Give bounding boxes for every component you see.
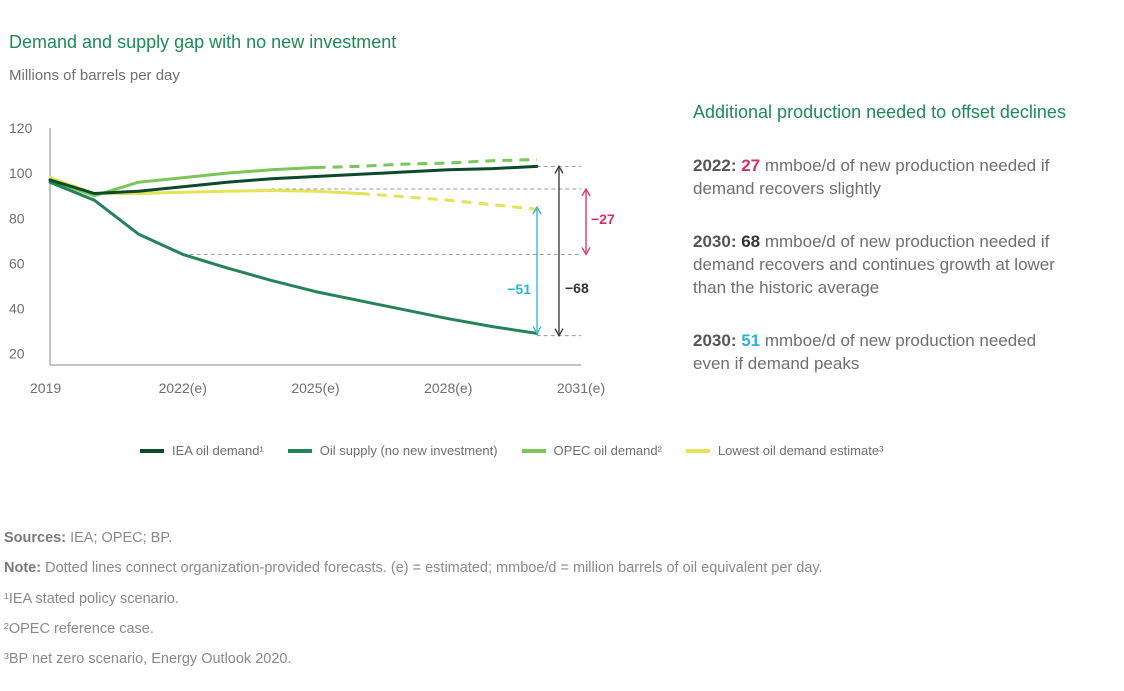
gap-arrowhead-up (581, 187, 591, 197)
gap-label: −27 (591, 211, 615, 227)
side-item-text: even if demand peaks (693, 354, 860, 373)
gap-label: −68 (565, 280, 589, 296)
x-tick-label: 2031(e) (557, 380, 605, 396)
gap-arrowhead-up (532, 205, 542, 215)
series-dashed-3 (359, 192, 537, 211)
side-item-year: 2030: (693, 331, 737, 350)
series-line-2 (48, 166, 317, 198)
chart-series (48, 158, 539, 335)
side-item-year: 2030: (693, 232, 737, 251)
side-item-year: 2022: (693, 156, 737, 175)
legend-label: Lowest oil demand estimate³ (717, 443, 884, 458)
note-label: Note: (4, 560, 42, 576)
side-item-text: mmboe/d of new production needed (760, 331, 1037, 350)
legend-swatch (521, 448, 546, 453)
series-line-1 (48, 180, 539, 335)
footnote-2: ²OPEC reference case. (4, 621, 154, 637)
footnote-3: ³BP net zero scenario, Energy Outlook 20… (4, 651, 292, 667)
y-tick-label: 20 (9, 346, 25, 362)
series-line-0 (48, 164, 539, 195)
note-text: Note: Dotted lines connect organization-… (4, 560, 823, 576)
legend-swatch (685, 448, 710, 453)
legend-item-supply: Oil supply (no new investment) (287, 443, 498, 458)
legend-label: Oil supply (no new investment) (319, 443, 498, 458)
gap-arrowhead-down (581, 247, 591, 256)
legend-item-lowest: Lowest oil demand estimate³ (685, 443, 884, 458)
footnote-1: ¹IEA stated policy scenario. (4, 591, 179, 607)
line-chart: 20 40 60 80 100 120 2019 2022(e) 2025(e) 2028(e) 2… (9, 120, 615, 396)
chart-title: Demand and supply gap with no new invest… (9, 32, 397, 52)
y-tick-label: 100 (9, 165, 33, 181)
side-item-2030-51: 2030: 51 mmboe/d of new production neede… (693, 329, 1036, 375)
side-item-number: 27 (741, 156, 761, 175)
gap-annotations: −27 −68 −51 (507, 165, 615, 337)
side-panel-title: Additional production needed to offset d… (693, 102, 1066, 122)
side-item-number: 68 (741, 232, 761, 251)
side-item-2030-68: 2030: 68 mmboe/d of new production neede… (693, 230, 1055, 299)
note-body: Dotted lines connect organization-provid… (41, 560, 823, 576)
gap-arrowhead-up (554, 165, 564, 174)
sources-note: Sources: IEA; OPEC; BP. (4, 530, 172, 546)
side-item-number: 51 (741, 331, 761, 350)
x-tick-label: 2028(e) (424, 380, 472, 396)
y-tick-label: 60 (9, 255, 25, 271)
chart-legend: IEA oil demand¹ Oil supply (no new inves… (140, 443, 907, 458)
x-tick-label: 2022(e) (159, 380, 207, 396)
series-dashed-2 (315, 158, 537, 169)
x-tick-label: 2019 (30, 380, 61, 396)
gap-label: −51 (507, 281, 531, 297)
side-item-text: than the historic average (693, 278, 880, 297)
side-item-2022-27: 2022: 27 mmboe/d of new production neede… (693, 154, 1049, 200)
gap-arrowhead-down (532, 326, 542, 335)
legend-item-opec: OPEC oil demand² (521, 443, 662, 458)
side-item-text: demand recovers and continues growth at … (693, 255, 1055, 274)
gap-arrowhead-down (554, 328, 564, 337)
chart-subtitle: Millions of barrels per day (9, 67, 180, 84)
y-tick-label: 80 (9, 210, 25, 226)
y-tick-label: 120 (9, 120, 33, 136)
x-tick-label: 2025(e) (291, 380, 339, 396)
side-item-text: mmboe/d of new production needed if (760, 156, 1050, 175)
legend-swatch (287, 448, 312, 453)
sources-label: Sources: (4, 530, 67, 546)
legend-item-iea: IEA oil demand¹ (140, 443, 264, 458)
legend-label: IEA oil demand¹ (172, 443, 264, 458)
sources-text: IEA; OPEC; BP. (66, 530, 173, 546)
legend-swatch (140, 448, 164, 453)
y-tick-label: 40 (9, 301, 25, 317)
legend-label: OPEC oil demand² (553, 443, 662, 458)
chart-axes: 20 40 60 80 100 120 2019 2022(e) 2025(e) 2028(e) 2… (9, 120, 605, 396)
side-item-text: demand recovers slightly (693, 179, 882, 198)
side-item-text: mmboe/d of new production needed if (760, 232, 1050, 251)
